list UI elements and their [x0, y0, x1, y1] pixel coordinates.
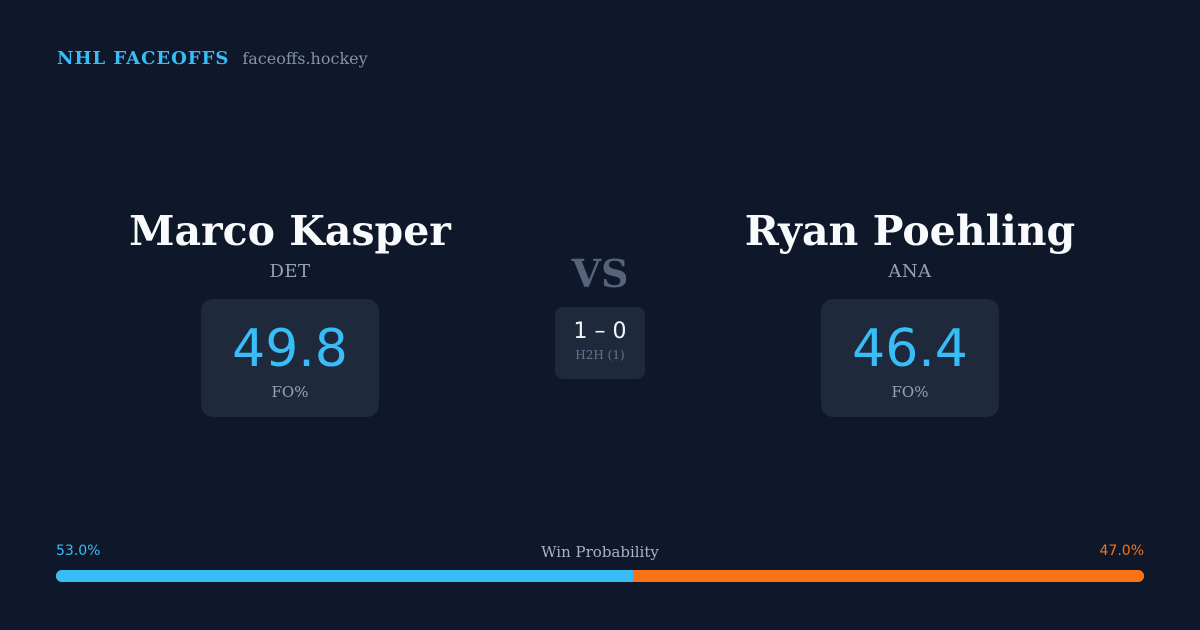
player-left: Marco Kasper DET 49.8 FO%	[60, 205, 520, 417]
player-left-team: DET	[269, 261, 311, 282]
player-left-fo-label: FO%	[271, 383, 309, 401]
player-left-stat-card: 49.8 FO%	[201, 299, 379, 417]
player-right-fo-label: FO%	[891, 383, 929, 401]
player-right-team: ANA	[888, 261, 932, 282]
player-left-fo-value: 49.8	[232, 319, 348, 379]
brand-title: NHL FACEOFFS	[57, 48, 230, 69]
win-probability-bar-right	[632, 570, 1144, 582]
player-right-stat-card: 46.4 FO%	[821, 299, 999, 417]
win-probability-bar	[56, 570, 1144, 582]
brand-site: faceoffs.hockey	[242, 49, 368, 68]
player-right-name: Ryan Poehling	[744, 207, 1076, 255]
h2h-label: H2H (1)	[575, 348, 625, 362]
win-probability-right-pct: 47.0%	[1099, 543, 1144, 559]
win-probability-bar-left	[56, 570, 633, 582]
player-right-fo-value: 46.4	[852, 319, 968, 379]
win-probability-title: Win Probability	[541, 543, 659, 561]
brand-header: NHL FACEOFFS faceoffs.hockey	[57, 48, 368, 69]
vs-label: VS	[571, 251, 629, 296]
win-probability-labels: 53.0% Win Probability 47.0%	[56, 543, 1144, 563]
h2h-score: 1 – 0	[573, 319, 627, 344]
h2h-card: 1 – 0 H2H (1)	[555, 307, 645, 379]
player-right: Ryan Poehling ANA 46.4 FO%	[680, 205, 1140, 417]
win-probability-left-pct: 53.0%	[56, 543, 101, 559]
player-left-name: Marco Kasper	[129, 207, 451, 255]
